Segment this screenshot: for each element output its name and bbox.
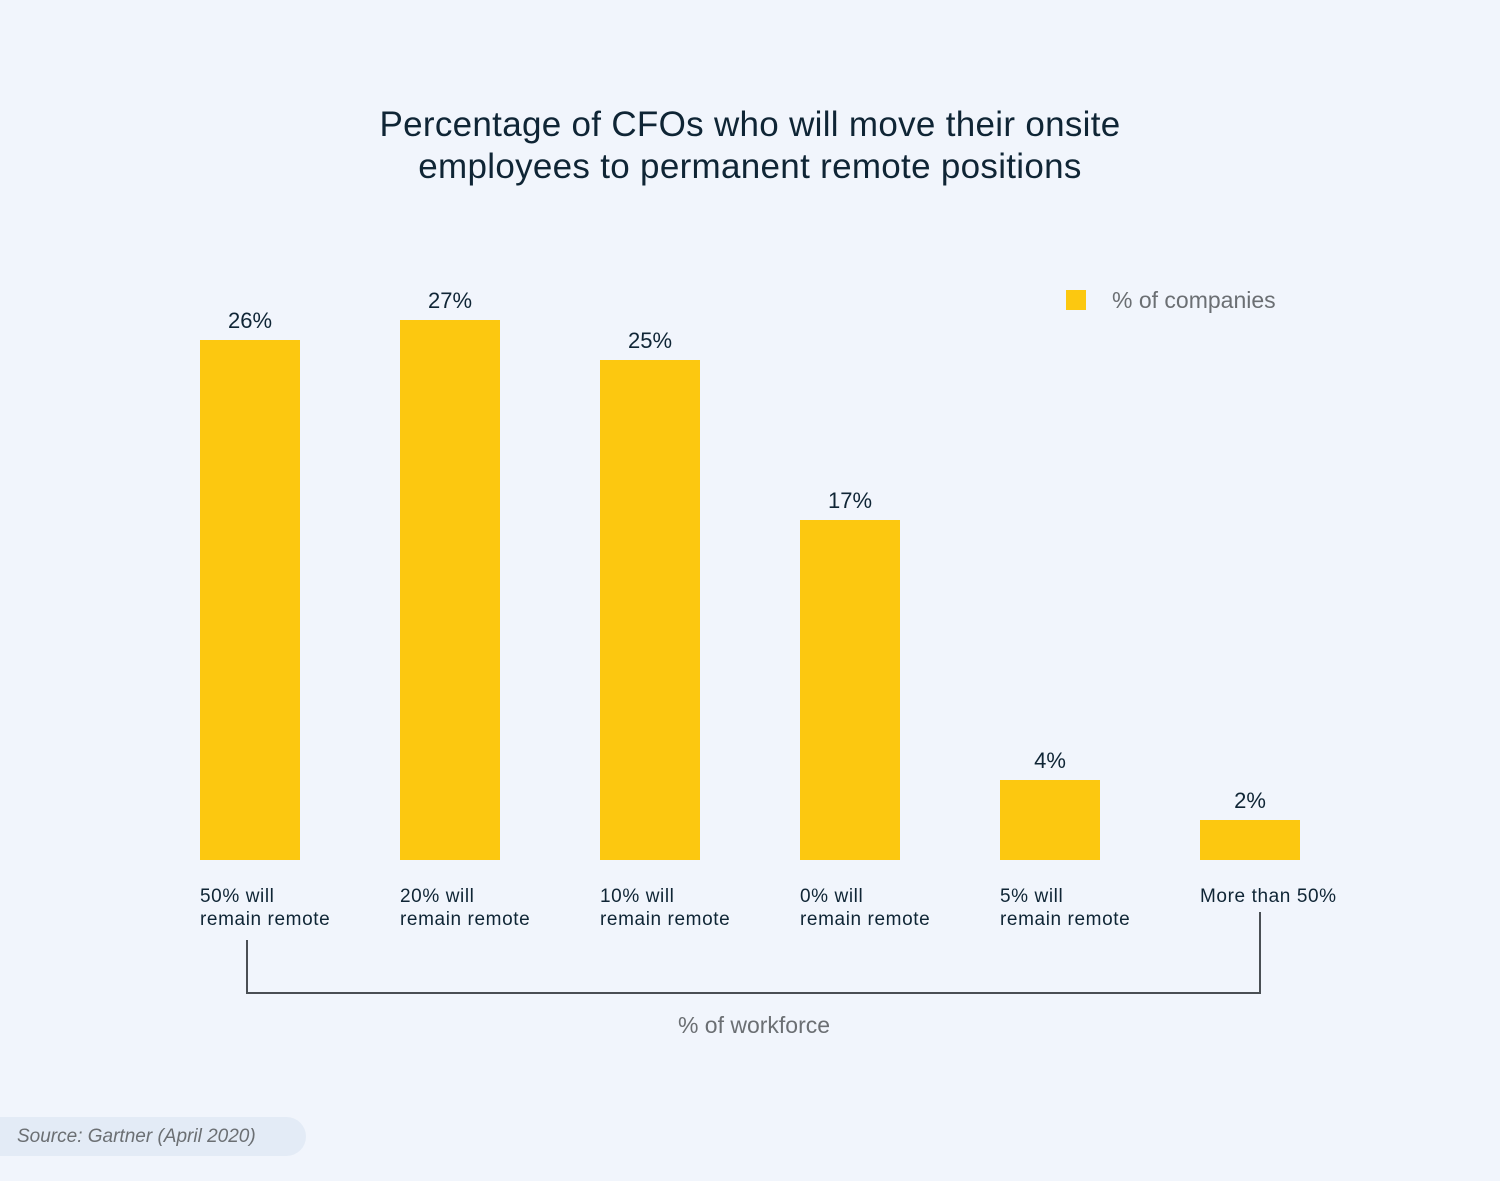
legend-label: % of companies: [1112, 286, 1276, 313]
value-label-6: 2%: [1234, 788, 1266, 813]
value-label-1: 26%: [228, 308, 272, 333]
bars-group: [200, 320, 1300, 860]
legend-swatch: [1066, 290, 1086, 310]
axis-bracket: [246, 912, 1261, 994]
category-label-1-line-2: remain remote: [200, 909, 330, 930]
category-label-4-line-2: remain remote: [800, 909, 930, 930]
category-label-4: 0% will remain remote: [800, 886, 930, 930]
category-label-1: 50% will remain remote: [200, 886, 330, 930]
value-label-3: 25%: [628, 328, 672, 353]
value-label-4: 17%: [828, 488, 872, 513]
bar-6: [1200, 820, 1300, 860]
category-label-5-line-1: 5% will: [1000, 886, 1063, 907]
bar-2: [400, 320, 500, 860]
category-label-1-line-1: 50% will: [200, 886, 275, 907]
category-label-6: More than 50%: [1200, 886, 1337, 907]
category-label-3-line-1: 10% will: [600, 886, 675, 907]
bar-5: [1000, 780, 1100, 860]
chart-title: Percentage of CFOs who will move their o…: [0, 104, 1500, 188]
value-label-2: 27%: [428, 288, 472, 313]
bar-4: [800, 520, 900, 860]
value-label-5: 4%: [1034, 748, 1066, 773]
category-label-5-line-2: remain remote: [1000, 909, 1130, 930]
bar-3: [600, 360, 700, 860]
category-label-3: 10% will remain remote: [600, 886, 730, 930]
chart-title-line-1: Percentage of CFOs who will move their o…: [379, 105, 1121, 144]
legend: % of companies: [1066, 285, 1276, 315]
x-axis-label: % of workforce: [678, 1012, 830, 1038]
category-label-6-line-1: More than 50%: [1200, 886, 1337, 907]
category-label-4-line-1: 0% will: [800, 886, 863, 907]
source-note: Source: Gartner (April 2020): [0, 1117, 306, 1156]
chart-title-line-2: employees to permanent remote positions: [418, 147, 1082, 186]
category-label-2-line-1: 20% will: [400, 886, 475, 907]
category-label-2-line-2: remain remote: [400, 909, 530, 930]
category-label-2: 20% will remain remote: [400, 886, 530, 930]
category-label-5: 5% will remain remote: [1000, 886, 1130, 930]
category-label-3-line-2: remain remote: [600, 909, 730, 930]
value-labels-group: 26% 27% 25% 17% 4% 2%: [228, 288, 1266, 813]
bar-1: [200, 340, 300, 860]
